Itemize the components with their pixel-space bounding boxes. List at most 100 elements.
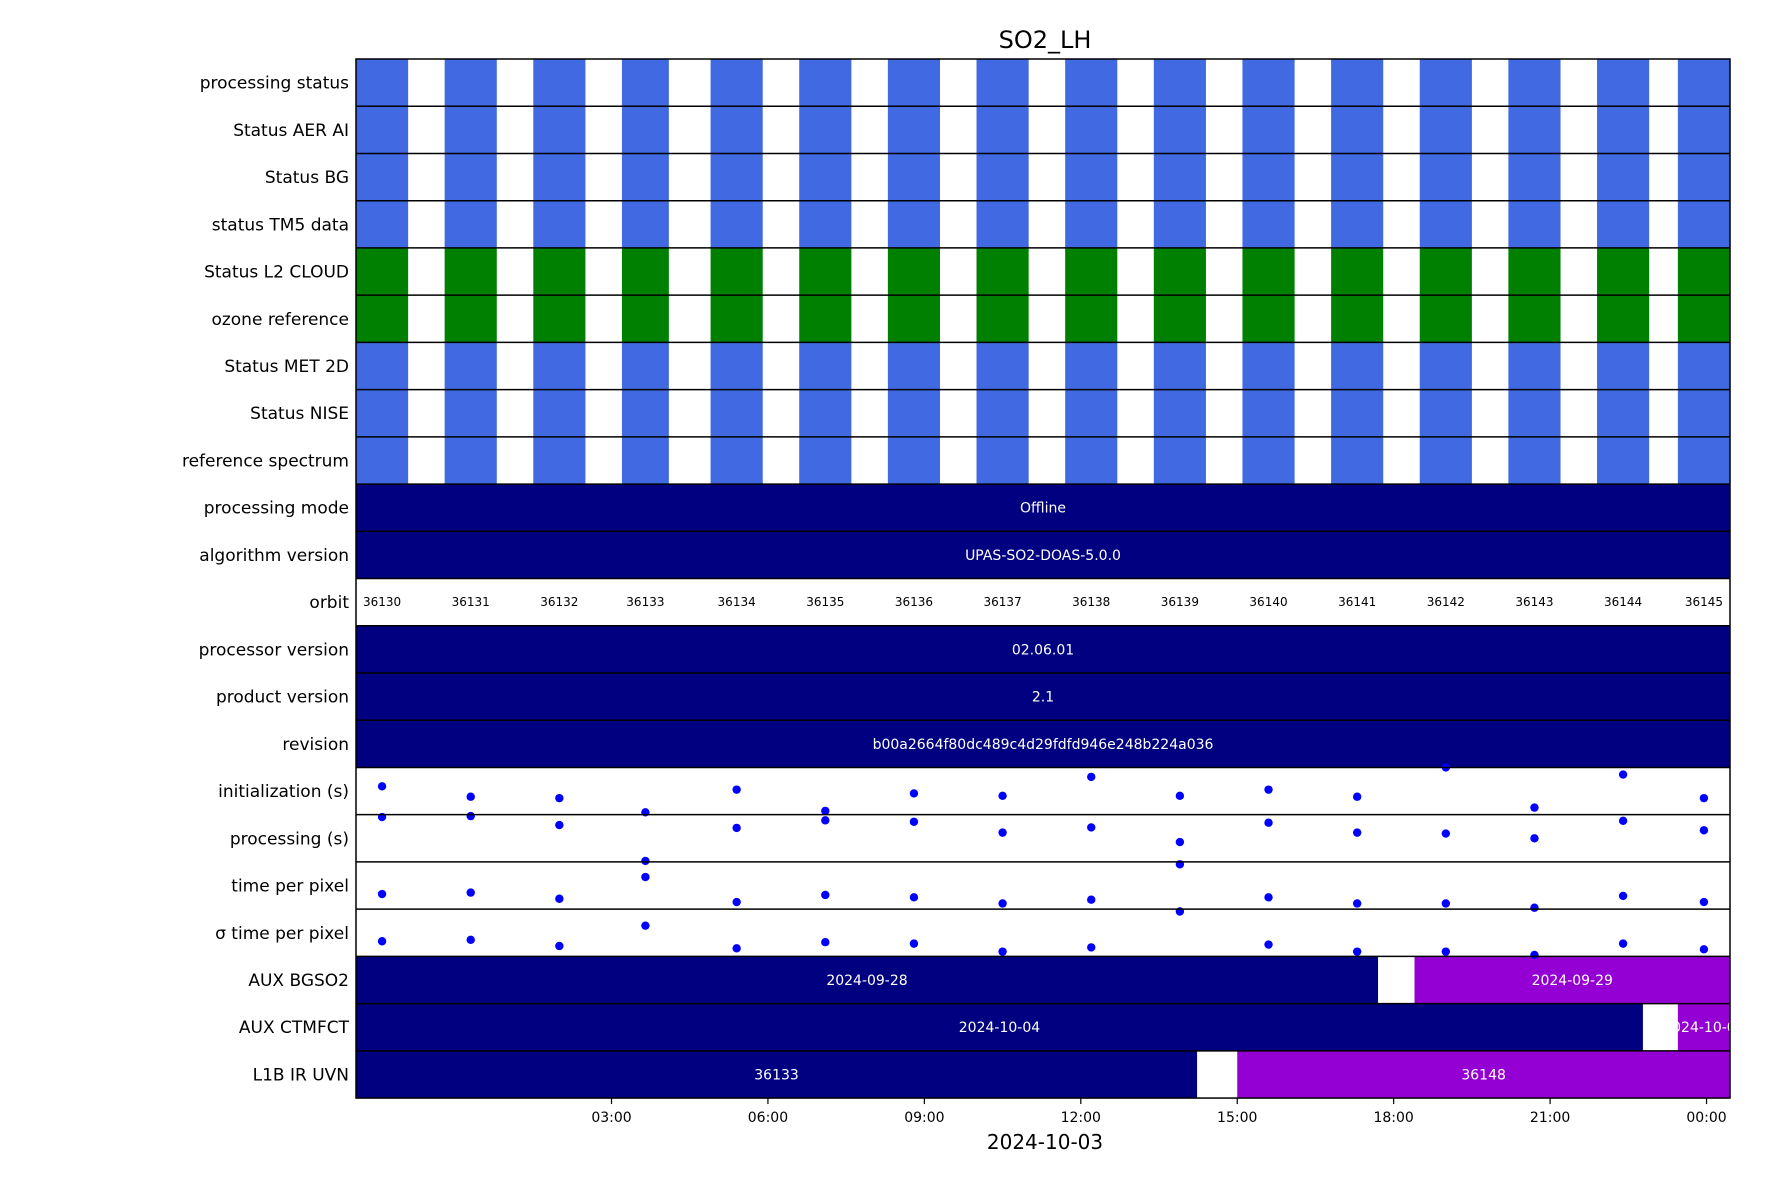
rows-layer: Offline UPAS-SO2-DOAS-5.0.0 36130 36131 3613… bbox=[356, 59, 1744, 1099]
point-initialization-s-36141 bbox=[1352, 792, 1362, 801]
status-bar-reference-spectrum-36143 bbox=[1508, 436, 1561, 485]
status-bar-processing-status-36134 bbox=[710, 59, 763, 107]
status-bar-reference-spectrum-36144 bbox=[1597, 436, 1650, 485]
status-bar-status-bg-36135 bbox=[799, 153, 852, 201]
status-bar-processing-status-36145 bbox=[1677, 59, 1730, 107]
segment-label-aux-ctmfct-1: 2024-10-05 bbox=[1663, 1020, 1744, 1036]
status-bar-status-aer-ai-36135 bbox=[799, 106, 852, 154]
point-time-per-pixel-36137 bbox=[998, 899, 1007, 908]
status-bar-ozone-reference-36134 bbox=[710, 295, 763, 343]
bar-processor-version bbox=[356, 625, 1730, 673]
point-initialization-s-36132 bbox=[555, 793, 564, 803]
point-processing-s-36144 bbox=[1618, 816, 1628, 826]
status-bar-status-bg-36133 bbox=[621, 153, 669, 201]
status-bar-processing-status-36141 bbox=[1331, 59, 1384, 107]
point-time-per-pixel-36136 bbox=[909, 893, 919, 902]
status-bar-status-nise-36144 bbox=[1597, 389, 1650, 437]
plot-frame bbox=[355, 58, 1731, 1099]
status-bar-reference-spectrum-36137 bbox=[976, 436, 1029, 485]
status-bar-status-aer-ai-36134 bbox=[710, 106, 763, 154]
orbit-label-36136: 36136 bbox=[895, 595, 933, 609]
status-bar-reference-spectrum-36138 bbox=[1065, 436, 1118, 485]
status-bar-status-met-2d-36140 bbox=[1242, 342, 1295, 390]
row-label-status-nise: Status NISE bbox=[250, 404, 349, 424]
status-bar-ozone-reference-36142 bbox=[1419, 295, 1472, 343]
point-time-per-pixel-36144 bbox=[1618, 891, 1628, 901]
status-bar-status-l2-cloud-36132 bbox=[533, 247, 586, 296]
status-bar-status-met-2d-36130 bbox=[356, 342, 409, 390]
status-bar-status-bg-36136 bbox=[887, 153, 941, 201]
row-label-processing-status: processing status bbox=[200, 74, 349, 94]
row-labels: processing status Status AER AI Status BG s… bbox=[182, 74, 350, 1086]
orbit-label-36133: 36133 bbox=[626, 595, 664, 609]
status-bar-status-tm5-data-36133 bbox=[621, 200, 669, 248]
point-time-per-pixel-36133 bbox=[641, 872, 650, 882]
status-bar-status-met-2d-36135 bbox=[799, 342, 852, 390]
point-time-per-pixel-36143 bbox=[1530, 903, 1539, 912]
point-processing-s-36135 bbox=[821, 816, 830, 825]
point-time-per-pixel-36140 bbox=[1264, 893, 1273, 902]
status-bar-processing-status-36132 bbox=[533, 59, 586, 107]
segment-label-l1b-ir-uvn-0: 36133 bbox=[754, 1067, 799, 1083]
status-bar-status-aer-ai-36138 bbox=[1065, 106, 1118, 154]
status-bar-ozone-reference-36141 bbox=[1331, 295, 1384, 343]
status-bar-status-bg-36131 bbox=[444, 153, 497, 201]
status-bar-ozone-reference-36136 bbox=[887, 295, 941, 343]
row-label-status-tm5-data: status TM5 data bbox=[212, 215, 349, 235]
status-bar-status-met-2d-36131 bbox=[444, 342, 497, 390]
point-sigma-time-per-pixel-36130 bbox=[377, 937, 387, 946]
row-label-processing-s: processing (s) bbox=[230, 829, 349, 849]
status-bar-status-nise-36143 bbox=[1508, 389, 1561, 437]
orbit-label-36131: 36131 bbox=[452, 595, 490, 609]
segment-label-aux-bgso2-0: 2024-09-28 bbox=[826, 973, 907, 989]
status-bar-reference-spectrum-36134 bbox=[710, 436, 763, 485]
status-bar-status-bg-36143 bbox=[1508, 153, 1561, 201]
status-bar-processing-status-36142 bbox=[1419, 59, 1472, 107]
status-bar-status-bg-36145 bbox=[1677, 153, 1730, 201]
status-bar-status-met-2d-36137 bbox=[976, 342, 1029, 390]
bar-processing-mode bbox=[356, 484, 1730, 532]
point-processing-s-36132 bbox=[555, 820, 564, 830]
row-label-algorithm-version: algorithm version bbox=[199, 546, 349, 566]
segment-aux-bgso2-1 bbox=[1414, 956, 1730, 1004]
status-bar-status-bg-36137 bbox=[976, 153, 1029, 201]
bar-label-product-version: 2.1 bbox=[1032, 690, 1054, 706]
point-initialization-s-36131 bbox=[466, 792, 475, 801]
row-dividers bbox=[355, 58, 1731, 1099]
status-bar-status-l2-cloud-36138 bbox=[1065, 247, 1118, 296]
x-tick-label: 00:00 bbox=[1686, 1110, 1726, 1126]
point-sigma-time-per-pixel-36145 bbox=[1699, 945, 1709, 954]
status-bar-reference-spectrum-36133 bbox=[621, 436, 669, 485]
status-bar-status-nise-36138 bbox=[1065, 389, 1118, 437]
status-bar-status-aer-ai-36130 bbox=[356, 106, 409, 154]
point-sigma-time-per-pixel-36142 bbox=[1441, 947, 1451, 956]
orbit-label-36141: 36141 bbox=[1338, 595, 1376, 609]
status-bar-status-tm5-data-36144 bbox=[1597, 200, 1650, 248]
status-bar-status-tm5-data-36142 bbox=[1419, 200, 1472, 248]
point-initialization-s-36138 bbox=[1087, 772, 1096, 782]
status-bar-status-aer-ai-36144 bbox=[1597, 106, 1650, 154]
status-bar-status-nise-36137 bbox=[976, 389, 1029, 437]
orbit-label-36138: 36138 bbox=[1072, 595, 1110, 609]
point-time-per-pixel-36145 bbox=[1699, 897, 1709, 907]
status-bar-status-l2-cloud-36140 bbox=[1242, 247, 1295, 296]
status-bar-status-aer-ai-36145 bbox=[1677, 106, 1730, 154]
status-bar-status-aer-ai-36142 bbox=[1419, 106, 1472, 154]
point-processing-s-36141 bbox=[1352, 828, 1362, 837]
point-time-per-pixel-36134 bbox=[732, 897, 741, 907]
status-bar-reference-spectrum-36136 bbox=[887, 436, 941, 485]
status-bar-status-l2-cloud-36141 bbox=[1331, 247, 1384, 296]
status-bar-processing-status-36144 bbox=[1597, 59, 1650, 107]
orbit-label-36145: 36145 bbox=[1685, 595, 1723, 609]
status-bar-status-aer-ai-36140 bbox=[1242, 106, 1295, 154]
x-axis-title: 2024-10-03 bbox=[987, 1130, 1103, 1154]
status-bar-reference-spectrum-36145 bbox=[1677, 436, 1730, 485]
status-bar-reference-spectrum-36130 bbox=[356, 436, 409, 485]
row-label-revision: revision bbox=[282, 735, 349, 755]
status-bar-reference-spectrum-36142 bbox=[1419, 436, 1472, 485]
bar-algorithm-version bbox=[356, 531, 1730, 579]
status-bar-status-met-2d-36139 bbox=[1153, 342, 1206, 390]
status-bar-status-nise-36141 bbox=[1331, 389, 1384, 437]
status-bar-status-nise-36135 bbox=[799, 389, 852, 437]
